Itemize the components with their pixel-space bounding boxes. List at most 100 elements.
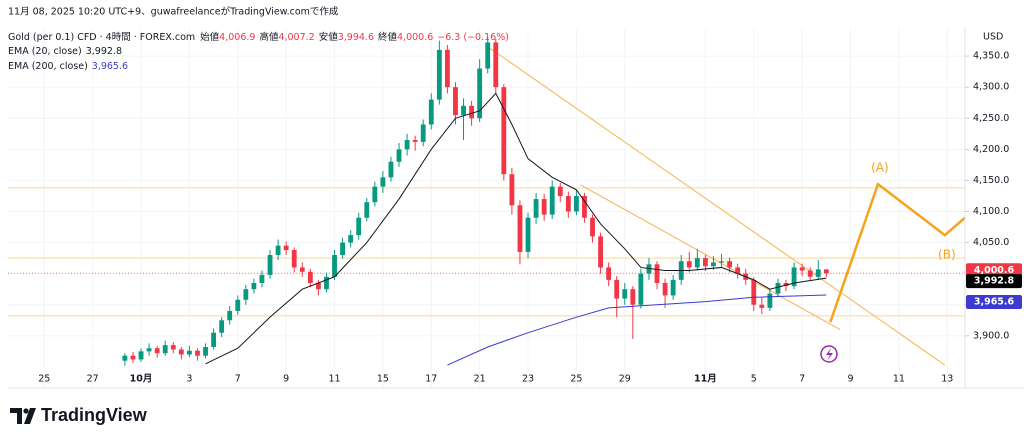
logo: TradingView <box>10 405 148 425</box>
candle-body <box>646 264 652 274</box>
candle-body <box>178 349 184 355</box>
candle-body <box>324 276 329 290</box>
candle-body <box>219 320 225 333</box>
candle-body <box>138 351 144 360</box>
candle-body <box>122 355 128 361</box>
candle-body <box>686 261 692 268</box>
candle-body <box>388 161 394 178</box>
candle-body <box>356 217 362 236</box>
ema-name: EMA (20, close) <box>8 46 82 57</box>
candle-body <box>307 271 313 283</box>
candle-body <box>775 282 781 294</box>
candle-body <box>670 279 676 296</box>
candle-body <box>614 279 620 299</box>
y-tick-label: 4,100.0 <box>973 206 1009 217</box>
candle-body <box>807 270 813 277</box>
candle-body <box>227 310 233 321</box>
created-note: 11月 08, 2025 10:20 UTC+9、guwafreelanceがT… <box>8 6 339 18</box>
candle-body <box>412 140 418 142</box>
x-tick-label: 13 <box>941 374 953 385</box>
candle-body <box>203 347 208 356</box>
candle-body <box>525 217 531 252</box>
symbol: Gold (per 0.1) CFD · 4時間 · FOREX.com <box>8 32 195 43</box>
x-tick-label: 10月 <box>130 374 153 385</box>
candle-body <box>275 245 281 256</box>
candle-body <box>638 273 644 305</box>
price-tag-label: 3,992.8 <box>974 276 1015 287</box>
candle-body <box>751 279 757 305</box>
candle-body <box>702 258 708 267</box>
candle-body <box>364 202 370 218</box>
candle-body <box>549 186 555 215</box>
wave-label: (B) <box>938 248 956 262</box>
x-tick-label: 11 <box>893 374 905 385</box>
candle-body <box>436 49 442 100</box>
y-tick-label: 4,150.0 <box>973 175 1009 186</box>
x-tick-label: 23 <box>522 374 534 385</box>
x-tick-label: 9 <box>847 374 853 385</box>
candle-body <box>622 289 628 299</box>
price-tag-label: 3,965.6 <box>974 297 1015 308</box>
candle-body <box>243 289 249 300</box>
candle-body <box>485 42 491 69</box>
alert-circle <box>820 345 838 363</box>
candle-body <box>267 255 273 275</box>
x-tick-label: 7 <box>799 374 805 385</box>
candle-body <box>735 267 741 274</box>
ohlc-label: 終値 <box>378 31 398 43</box>
x-tick-label: 11 <box>328 374 340 385</box>
candle-body <box>630 289 636 305</box>
x-tick-label: 17 <box>425 374 437 385</box>
alert-icon <box>820 345 838 363</box>
x-tick-label: 15 <box>377 374 389 385</box>
price-tag <box>966 274 1022 289</box>
candle-body <box>573 195 579 212</box>
logo-mark <box>24 408 36 424</box>
candle-body <box>517 205 523 252</box>
candle-body <box>453 87 458 116</box>
candle-body <box>719 261 724 263</box>
candle-body <box>598 236 604 268</box>
candle-body <box>251 282 257 290</box>
x-tick-label: 7 <box>235 374 241 385</box>
candle-body <box>444 49 450 88</box>
ema-value: 3,965.6 <box>92 61 128 72</box>
candle-body <box>791 267 797 287</box>
candle-body <box>195 350 200 356</box>
candle-body <box>283 245 289 251</box>
ohlc-value: 4,000.6 <box>397 32 433 43</box>
wave-line <box>829 182 966 323</box>
candle-body <box>799 267 805 271</box>
alert-bolt <box>826 348 833 361</box>
candle-body <box>154 348 160 354</box>
candle-body <box>694 258 700 268</box>
symbol-legend: Gold (per 0.1) CFD · 4時間 · FOREX.com 始値4,… <box>8 31 509 43</box>
ohlc-value: 4,007.2 <box>278 32 314 43</box>
price-tag-label: 4,000.6 <box>974 265 1015 276</box>
candle-body <box>533 199 539 218</box>
ema-legend: EMA (20, close) 3,992.8 <box>8 46 122 57</box>
trend-line <box>485 44 946 366</box>
candle-body <box>469 105 475 119</box>
candle-body <box>565 195 571 212</box>
candle-body <box>332 255 337 277</box>
logo-mark <box>23 408 29 414</box>
plot: 3,900.03,950.04,000.04,050.04,100.04,150… <box>8 28 1009 388</box>
y-tick-label: 4,200.0 <box>973 144 1009 155</box>
y-tick-label: 4,250.0 <box>973 113 1009 124</box>
ema-line <box>205 92 827 365</box>
candle-body <box>727 261 732 268</box>
x-tick-label: 29 <box>619 374 631 385</box>
candle-body <box>711 262 716 267</box>
candle-body <box>235 299 241 311</box>
candle-body <box>420 124 426 142</box>
ohlc-label: 安値 <box>319 31 339 43</box>
ema-line <box>447 294 827 366</box>
y-tick-label: 4,300.0 <box>973 82 1009 93</box>
candle-body <box>299 267 305 272</box>
candle-body <box>501 87 507 175</box>
candle-body <box>396 149 402 162</box>
